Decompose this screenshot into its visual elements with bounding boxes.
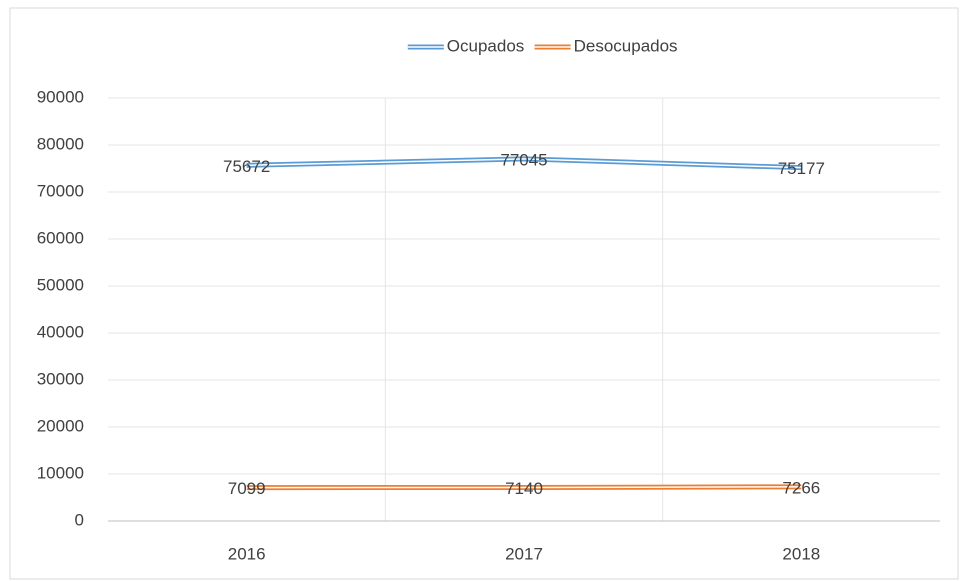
data-label: 75177 [778, 159, 825, 178]
data-label: 77045 [500, 150, 547, 169]
legend-label: Ocupados [447, 36, 525, 55]
y-tick-label: 40000 [37, 322, 84, 341]
y-tick-label: 90000 [37, 87, 84, 106]
data-label: 75672 [223, 157, 270, 176]
series-line-inner [246, 486, 802, 489]
y-tick-label: 80000 [37, 134, 84, 153]
series-line-inner [246, 158, 802, 169]
data-label: 7266 [782, 478, 820, 497]
chart-border [9, 7, 959, 580]
y-tick-label: 30000 [37, 369, 84, 388]
y-tick-label: 50000 [37, 275, 84, 294]
y-tick-label: 70000 [37, 181, 84, 200]
y-tick-label: 20000 [37, 416, 84, 435]
y-tick-label: 60000 [37, 228, 84, 247]
legend-label: Desocupados [574, 36, 678, 55]
x-tick-label: 2018 [782, 544, 820, 563]
y-tick-label: 10000 [37, 463, 84, 482]
data-label: 7099 [228, 479, 266, 498]
y-tick-label: 0 [75, 510, 84, 529]
data-label: 7140 [505, 479, 543, 498]
x-tick-label: 2016 [228, 544, 266, 563]
x-tick-label: 2017 [505, 544, 543, 563]
